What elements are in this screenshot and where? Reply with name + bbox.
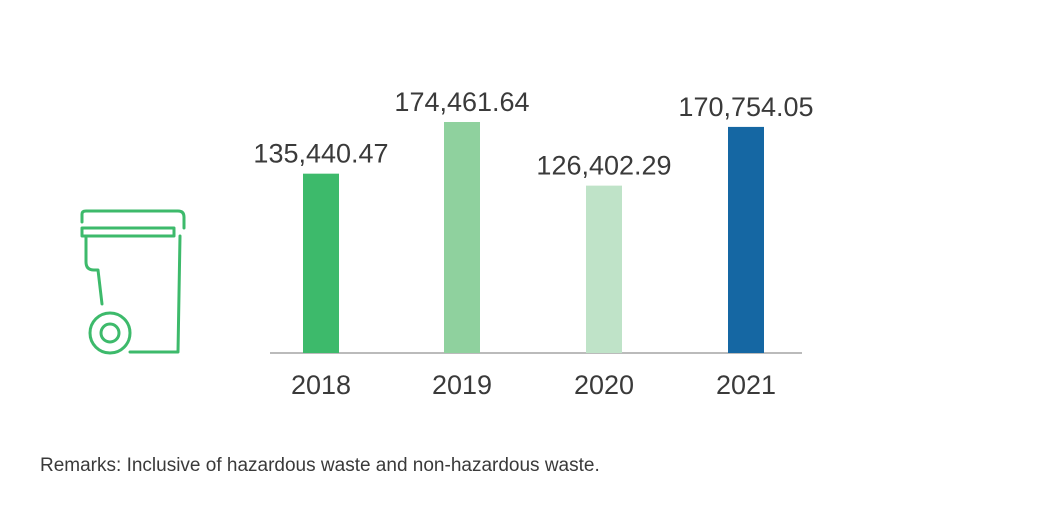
bar-2021 <box>728 126 764 353</box>
bar-2020 <box>586 185 622 353</box>
value-label-2019: 174,461.64 <box>394 87 529 117</box>
bar-2018 <box>303 173 339 353</box>
x-tick-label-2021: 2021 <box>716 370 776 400</box>
x-tick-label-2020: 2020 <box>574 370 634 400</box>
bar-2019 <box>444 122 480 353</box>
value-label-2020: 126,402.29 <box>536 151 671 181</box>
remarks-text: Remarks: Inclusive of hazardous waste an… <box>40 455 600 476</box>
value-label-2021: 170,754.05 <box>678 92 813 122</box>
value-label-2018: 135,440.47 <box>253 139 388 169</box>
x-tick-label-2018: 2018 <box>291 370 351 400</box>
x-tick-label-2019: 2019 <box>432 370 492 400</box>
waste-bin-icon <box>80 209 186 355</box>
